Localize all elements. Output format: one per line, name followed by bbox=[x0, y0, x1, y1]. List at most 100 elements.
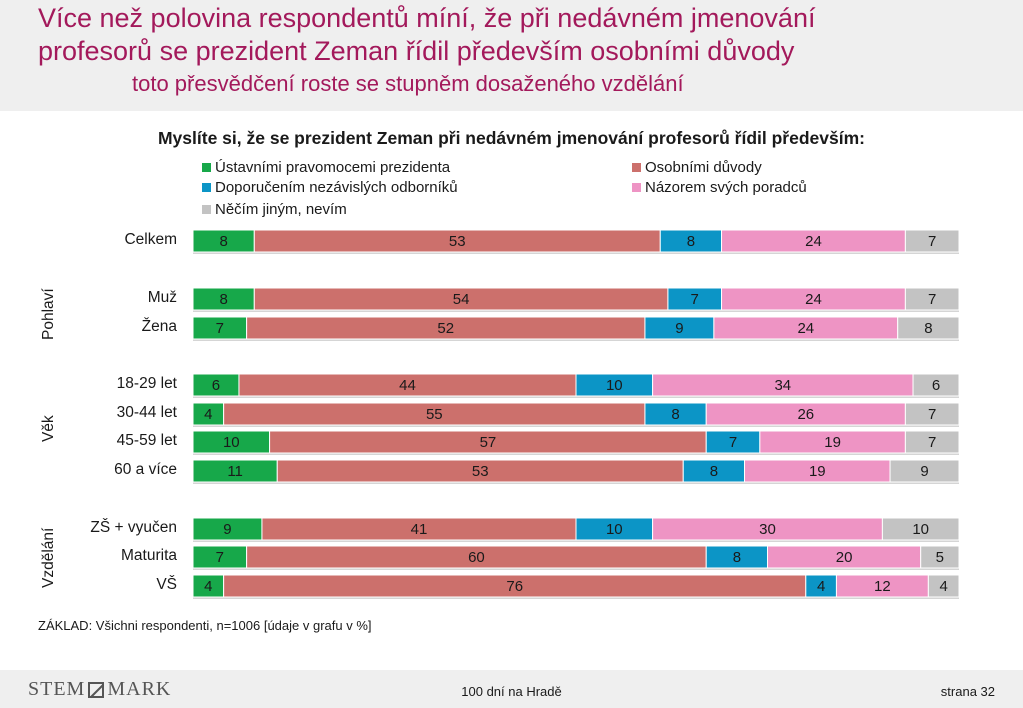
legend-swatch bbox=[632, 163, 641, 172]
data-label: 7 bbox=[928, 291, 936, 308]
bar-shadow bbox=[193, 482, 959, 484]
data-label: 76 bbox=[506, 578, 523, 595]
bar-segment bbox=[881, 517, 960, 541]
bar-segment bbox=[904, 229, 960, 253]
row-label: Maturita bbox=[121, 547, 177, 564]
legend-label: Doporučením nezávislých odborníků bbox=[215, 179, 458, 196]
logo-text-right: MARK bbox=[107, 678, 172, 700]
data-label: 30 bbox=[759, 521, 776, 538]
legend-item: Osobními důvody bbox=[632, 159, 762, 176]
data-label: 44 bbox=[399, 377, 416, 394]
data-label: 41 bbox=[411, 521, 428, 538]
data-label: 19 bbox=[824, 434, 841, 451]
data-label: 10 bbox=[223, 434, 240, 451]
page-number: strana 32 bbox=[940, 684, 995, 699]
data-label: 9 bbox=[920, 463, 928, 480]
data-label: 19 bbox=[809, 463, 826, 480]
page-title-line-1: Více než polovina respondentů míní, že p… bbox=[38, 3, 816, 33]
data-label: 60 bbox=[468, 549, 485, 566]
bar-segment bbox=[904, 287, 960, 311]
bar-shadow bbox=[193, 310, 959, 312]
row-label: ZŠ + vyučen bbox=[90, 519, 177, 536]
data-label: 10 bbox=[606, 521, 623, 538]
stemmark-logo: STEM MARK bbox=[28, 678, 171, 701]
data-label: 7 bbox=[928, 434, 936, 451]
data-label: 7 bbox=[216, 320, 224, 337]
data-label: 52 bbox=[437, 320, 454, 337]
bar-shadow bbox=[193, 597, 959, 599]
data-label: 6 bbox=[932, 377, 940, 394]
row-label: 60 a více bbox=[114, 461, 177, 478]
data-label: 8 bbox=[710, 463, 718, 480]
bar-shadow bbox=[193, 453, 959, 455]
data-label: 5 bbox=[936, 549, 944, 566]
bar-shadow bbox=[193, 540, 959, 542]
bar-shadow bbox=[193, 568, 959, 570]
footer-title: 100 dní na Hradě bbox=[461, 684, 562, 699]
data-label: 9 bbox=[675, 320, 683, 337]
row-label: Žena bbox=[141, 318, 177, 335]
bar-shadow bbox=[193, 396, 959, 398]
data-label: 57 bbox=[480, 434, 497, 451]
legend-swatch bbox=[632, 183, 641, 192]
data-label: 24 bbox=[805, 233, 822, 250]
data-label: 10 bbox=[912, 521, 929, 538]
data-label: 53 bbox=[449, 233, 466, 250]
legend-item: Doporučením nezávislých odborníků bbox=[202, 179, 458, 196]
page-title-line-2: profesorů se prezident Zeman řídil přede… bbox=[38, 36, 795, 66]
data-label: 7 bbox=[216, 549, 224, 566]
data-label: 24 bbox=[805, 291, 822, 308]
row-label: 45-59 let bbox=[116, 432, 177, 449]
legend-item: Názorem svých poradců bbox=[632, 179, 807, 196]
row-label: VŠ bbox=[156, 576, 177, 593]
data-label: 24 bbox=[797, 320, 814, 337]
footer-band: STEM MARK 100 dní na Hradě strana 32 bbox=[0, 670, 1023, 708]
data-label: 8 bbox=[733, 549, 741, 566]
legend-item: Něčím jiným, nevím bbox=[202, 201, 347, 218]
data-label: 4 bbox=[817, 578, 825, 595]
data-label: 54 bbox=[453, 291, 470, 308]
legend-item: Ústavními pravomocemi prezidenta bbox=[202, 159, 450, 176]
row-label: Muž bbox=[147, 289, 177, 306]
legend-swatch bbox=[202, 163, 211, 172]
chart-title: Myslíte si, že se prezident Zeman při ne… bbox=[157, 128, 865, 148]
header-band: Více než polovina respondentů míní, že p… bbox=[0, 0, 1023, 111]
data-label: 20 bbox=[836, 549, 853, 566]
data-label: 8 bbox=[924, 320, 932, 337]
row-label: 18-29 let bbox=[116, 375, 177, 392]
bar-segment bbox=[904, 402, 960, 426]
data-label: 55 bbox=[426, 406, 443, 423]
bar-segment bbox=[889, 459, 960, 483]
base-note: ZÁKLAD: Všichni respondenti, n=1006 [úda… bbox=[38, 618, 372, 633]
data-label: 34 bbox=[774, 377, 791, 394]
data-label: 6 bbox=[212, 377, 220, 394]
legend-label: Osobními důvody bbox=[645, 159, 762, 176]
data-label: 8 bbox=[671, 406, 679, 423]
data-label: 4 bbox=[204, 578, 212, 595]
logo-box-icon bbox=[88, 681, 105, 698]
data-label: 11 bbox=[227, 463, 243, 480]
data-label: 9 bbox=[223, 521, 231, 538]
data-label: 7 bbox=[928, 233, 936, 250]
data-label: 12 bbox=[874, 578, 891, 595]
data-label: 8 bbox=[219, 291, 227, 308]
legend-label: Ústavními pravomocemi prezidenta bbox=[215, 159, 451, 176]
data-label: 4 bbox=[204, 406, 212, 423]
legend-label: Názorem svých poradců bbox=[645, 179, 807, 196]
bar-segment bbox=[904, 430, 960, 454]
row-label: 30-44 let bbox=[116, 404, 177, 421]
page-subtitle: toto přesvědčení roste se stupněm dosaže… bbox=[132, 71, 684, 96]
data-label: 7 bbox=[691, 291, 699, 308]
legend-swatch bbox=[202, 183, 211, 192]
bar-shadow bbox=[193, 252, 959, 254]
data-label: 7 bbox=[928, 406, 936, 423]
data-label: 26 bbox=[797, 406, 814, 423]
bar-segment bbox=[912, 373, 960, 397]
data-label: 53 bbox=[472, 463, 489, 480]
row-label: Celkem bbox=[124, 231, 177, 248]
data-label: 8 bbox=[219, 233, 227, 250]
bar-segment bbox=[897, 316, 960, 340]
data-label: 7 bbox=[729, 434, 737, 451]
data-label: 8 bbox=[687, 233, 695, 250]
